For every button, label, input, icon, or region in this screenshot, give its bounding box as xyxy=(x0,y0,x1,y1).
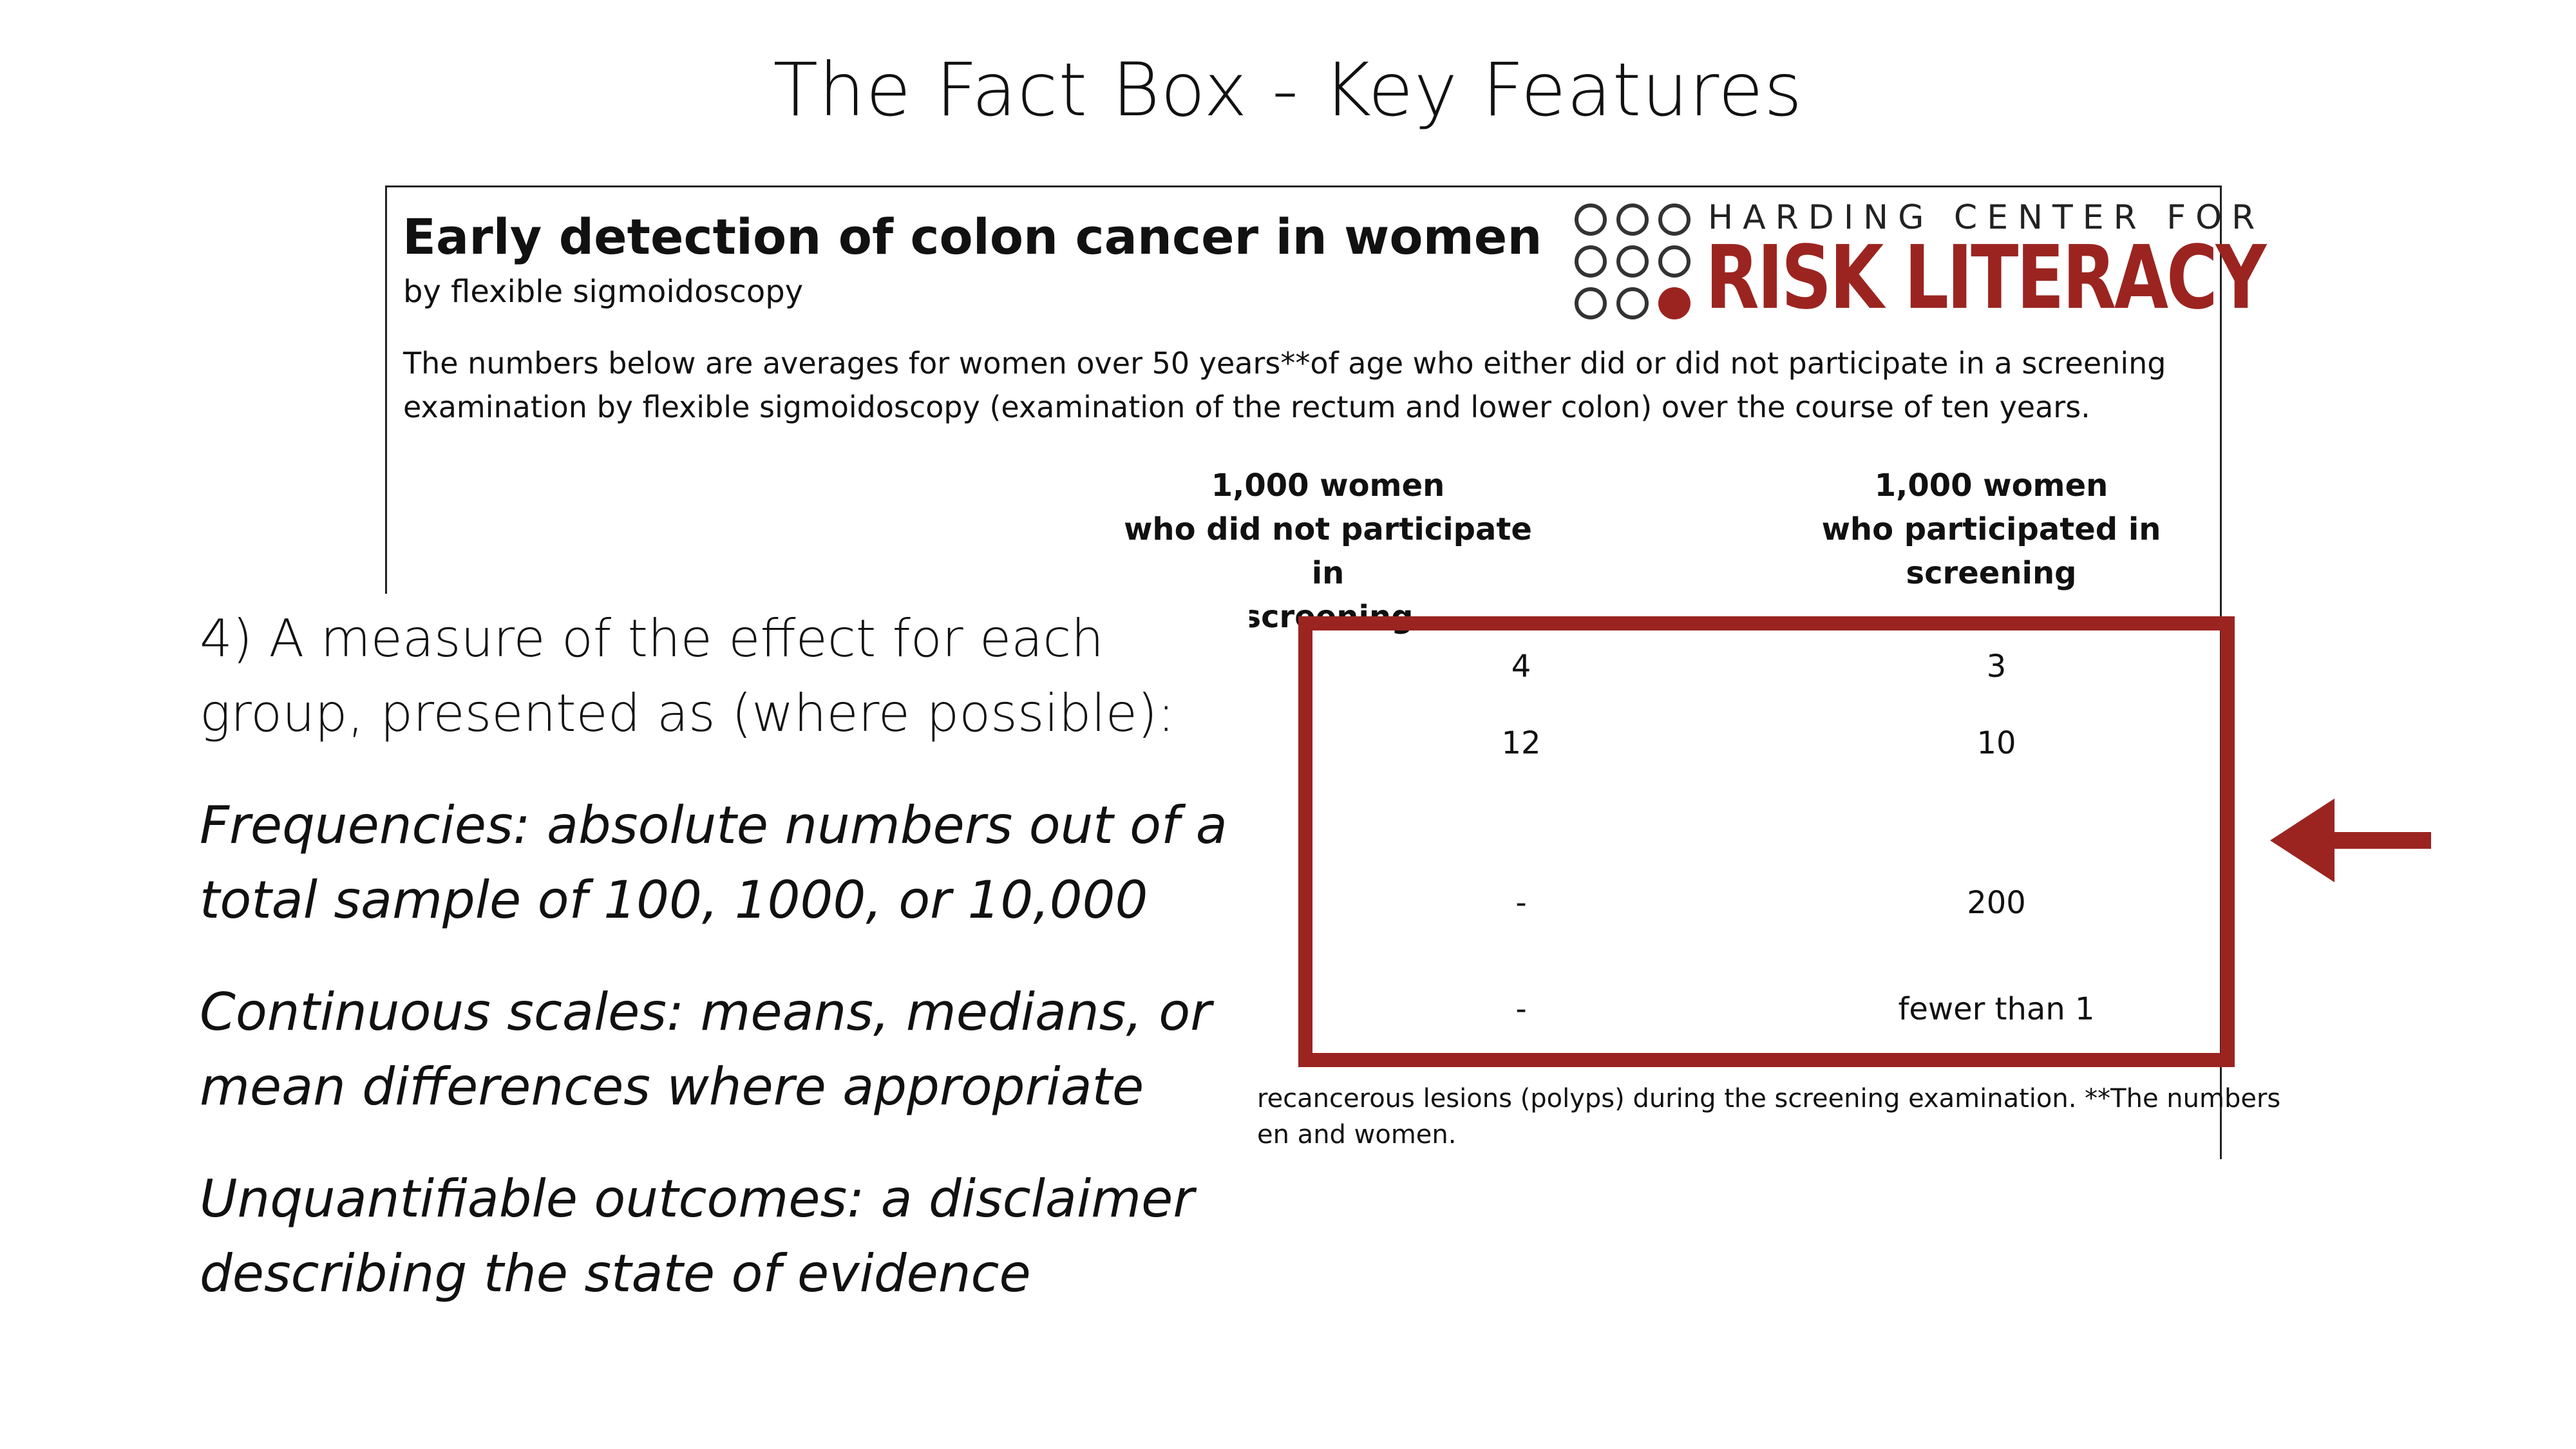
table-cell: - xyxy=(1515,885,1527,921)
point-unquantifiable-outcomes: Unquantifiable outcomes: a disclaimer de… xyxy=(200,1169,1195,1303)
table-cell: 12 xyxy=(1501,725,1541,761)
logo-bottom-text: RISK LITERACY xyxy=(1705,227,2266,329)
table-cell: 4 xyxy=(1511,649,1531,685)
fact-box-intro-line-2: examination by flexible sigmoidoscopy (e… xyxy=(403,390,2090,424)
table-cell: - xyxy=(1515,991,1527,1027)
fact-box-subtitle: by flexible sigmoidoscopy xyxy=(403,274,804,310)
column-header-not-participated: 1,000 women who did not participate in s… xyxy=(1103,464,1553,639)
table-cell: fewer than 1 xyxy=(1898,991,2095,1027)
column-header-participated: 1,000 women who participated in screenin… xyxy=(1766,464,2217,595)
footnote-line-2: en and women. xyxy=(1257,1120,1457,1150)
column-header-line: 1,000 women xyxy=(1874,468,2108,504)
harding-center-logo: HARDING CENTER FOR RISK LITERACY xyxy=(1571,196,2266,327)
footnote-line-1: recancerous lesions (polyps) during the … xyxy=(1257,1084,2281,1113)
table-cell: 3 xyxy=(1986,649,2007,685)
highlight-box xyxy=(1298,616,2235,1067)
fact-box-intro-line-1: The numbers below are averages for women… xyxy=(403,346,2166,381)
table-cell: 200 xyxy=(1967,885,2026,921)
fact-box-title: Early detection of colon cancer in women xyxy=(402,208,1542,265)
column-header-line: who did not participate in xyxy=(1124,511,1532,591)
fact-box-footnote: recancerous lesions (polyps) during the … xyxy=(1257,1081,2281,1153)
point-effect-measure: 4) A measure of the effect for each grou… xyxy=(200,609,1175,743)
column-header-line: screening xyxy=(1906,555,2077,591)
fact-box-intro: The numbers below are averages for women… xyxy=(403,341,2206,429)
slide-title: The Fact Box - Key Features xyxy=(773,47,1803,133)
left-arrow-icon xyxy=(2270,799,2431,882)
overlay-mask xyxy=(361,594,1249,1238)
logo-circles-icon xyxy=(1575,204,1690,319)
logo-top-text: HARDING CENTER FOR xyxy=(1708,198,2265,237)
point-continuous-scales: Continuous scales: means, medians, or me… xyxy=(200,982,1212,1117)
column-header-line: who participated in xyxy=(1821,511,2161,547)
column-header-line: 1,000 women xyxy=(1211,468,1445,504)
point-frequencies: Frequencies: absolute numbers out of a t… xyxy=(200,795,1227,930)
overlay-mask-right xyxy=(2190,1162,2254,1226)
table-cell: 10 xyxy=(1976,725,2016,761)
